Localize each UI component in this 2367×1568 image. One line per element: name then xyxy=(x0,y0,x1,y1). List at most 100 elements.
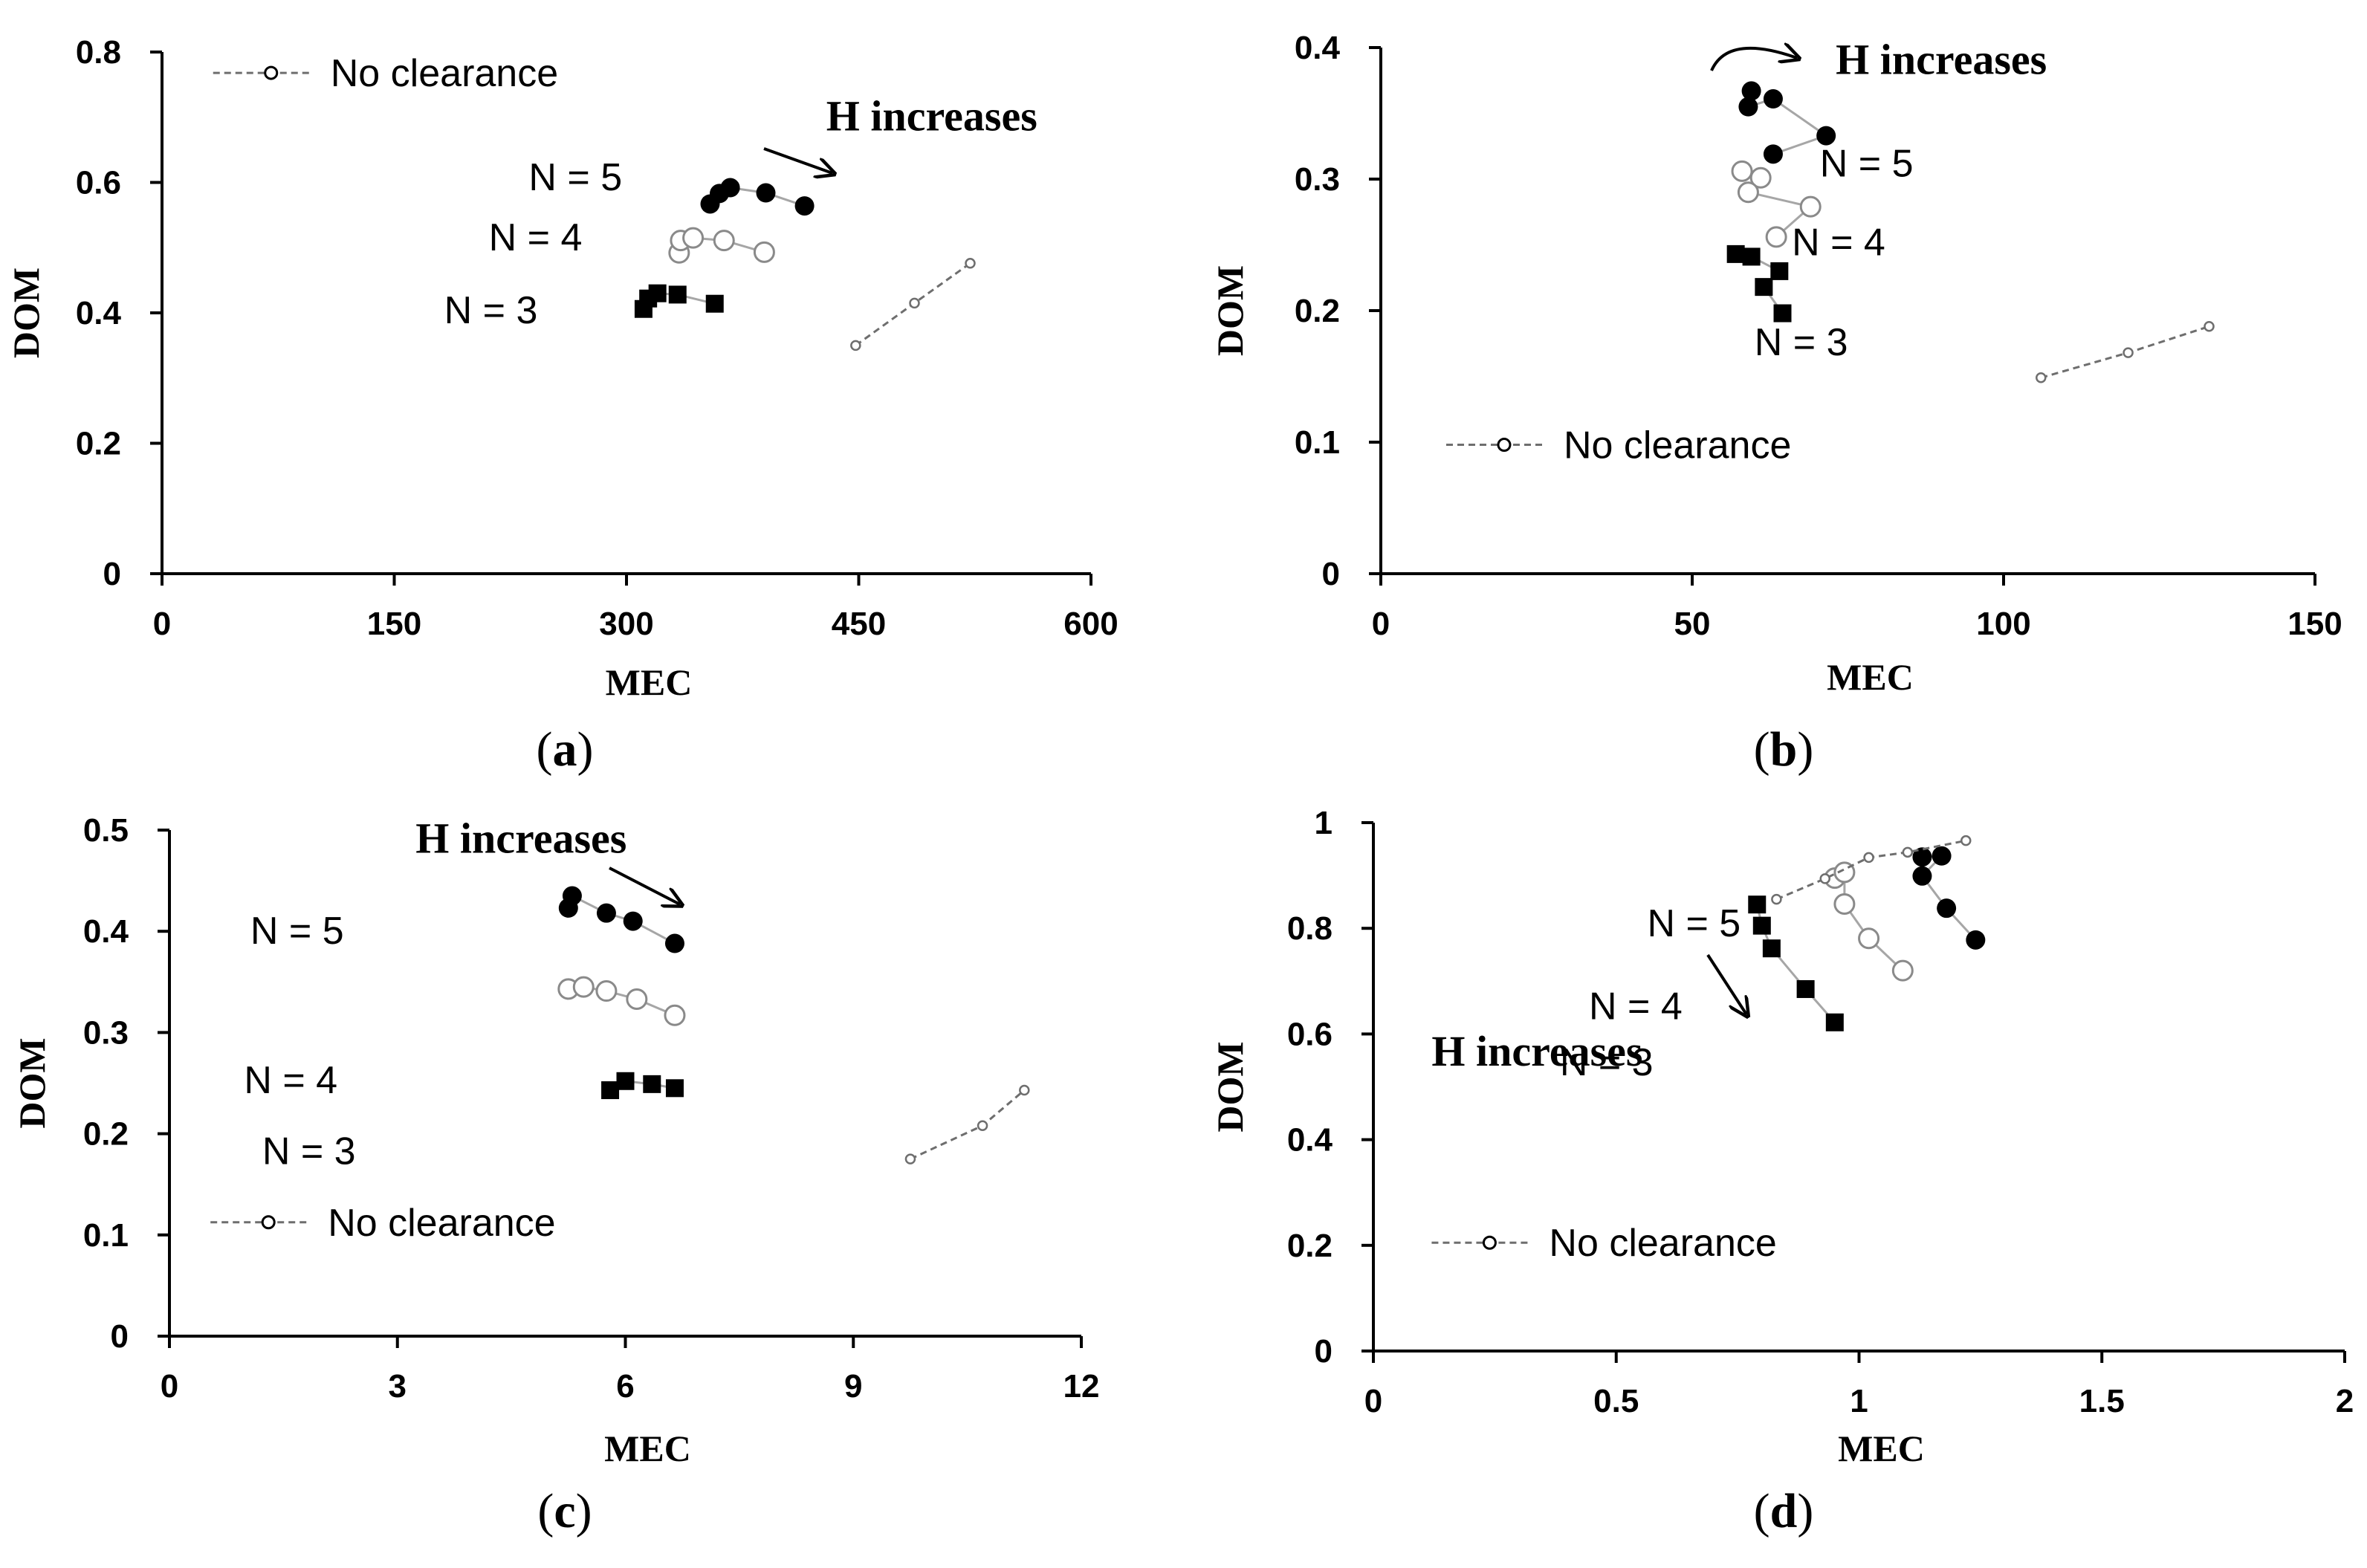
panel-label-open-paren: ( xyxy=(1754,722,1770,777)
data-point xyxy=(595,980,618,1002)
data-point xyxy=(1937,898,1957,919)
series-n-4 xyxy=(1731,160,1822,248)
series-connector-line xyxy=(567,894,676,945)
x-tick-label: 2 xyxy=(2336,1383,2354,1419)
data-point xyxy=(1741,81,1761,101)
annotation-arrow xyxy=(1706,953,1746,1014)
x-tick-label: 0 xyxy=(161,1368,178,1405)
x-tick-label: 600 xyxy=(1063,606,1118,642)
series-n-3 xyxy=(1726,244,1792,323)
x-tick-label: 9 xyxy=(844,1368,862,1405)
panel-label-letter: c xyxy=(554,1484,575,1538)
group-label: N = 3 xyxy=(444,289,538,332)
data-point xyxy=(643,1075,661,1093)
x-tick-label: 150 xyxy=(2287,606,2342,642)
chart-panel-d: 0 0.5 1 1.5 2 0 0.2 0.4 0.6 0.8 1 MEC DOM (d) N = 5 N =… xyxy=(1209,805,2354,1538)
data-point xyxy=(664,1004,686,1026)
series-no-clearance xyxy=(904,1084,1030,1164)
data-point xyxy=(1960,835,1972,846)
x-tick-label: 300 xyxy=(599,606,653,642)
x-axis-title: MEC xyxy=(604,1428,691,1469)
y-tick-label: 0.1 xyxy=(1295,424,1340,461)
legend-label: No clearance xyxy=(328,1202,555,1245)
y-axis-title: DOM xyxy=(1209,265,1251,356)
data-point xyxy=(1742,247,1761,266)
y-tick-label: 0.6 xyxy=(76,165,121,201)
panel-label: (a) xyxy=(537,722,594,777)
group-label: N = 5 xyxy=(1647,902,1741,945)
data-point xyxy=(572,976,595,998)
data-point xyxy=(1858,927,1880,950)
y-tick-label: 0 xyxy=(103,556,121,592)
group-label: N = 3 xyxy=(1560,1041,1654,1084)
x-tick-label: 150 xyxy=(367,606,421,642)
data-point xyxy=(1771,893,1782,905)
legend: No clearance xyxy=(1445,424,1791,467)
data-point xyxy=(682,227,705,249)
x-tick-label: 1.5 xyxy=(2079,1383,2125,1419)
data-point xyxy=(1891,959,1914,982)
group-label: N = 5 xyxy=(1820,142,1914,185)
annotation-h-increases: H increases xyxy=(415,814,626,863)
panel-label-close-paren: ) xyxy=(577,722,594,777)
data-point xyxy=(904,1153,916,1164)
series-n-5 xyxy=(558,886,684,953)
panel-label-open-paren: ( xyxy=(537,722,553,777)
y-axis-title: DOM xyxy=(5,268,47,358)
x-axis-title: MEC xyxy=(606,661,693,703)
data-point xyxy=(1773,304,1792,323)
series-connector-line xyxy=(1920,855,1977,941)
data-point xyxy=(756,183,776,203)
data-point xyxy=(1825,1013,1844,1031)
y-tick-label: 0.5 xyxy=(83,812,129,849)
legend-marker xyxy=(264,65,279,80)
x-tick-label: 450 xyxy=(832,606,886,642)
series-connector-line xyxy=(910,1089,1026,1161)
y-tick-label: 0.4 xyxy=(1287,1122,1333,1159)
group-label: N = 4 xyxy=(1589,985,1683,1028)
data-point xyxy=(705,294,724,313)
data-point xyxy=(1749,166,1772,189)
y-tick-label: 0 xyxy=(111,1318,129,1355)
panel-label: (b) xyxy=(1754,722,1814,777)
x-tick-label: 0.5 xyxy=(1593,1383,1639,1419)
annotation-h-increases: H increases xyxy=(1431,1027,1642,1075)
data-point xyxy=(2122,347,2134,358)
series-connector-line xyxy=(1834,870,1904,972)
x-tick-label: 0 xyxy=(1364,1383,1382,1419)
group-label: N = 4 xyxy=(489,216,583,259)
data-point xyxy=(753,241,775,263)
y-tick-label: 0.2 xyxy=(83,1116,129,1153)
annotation-arrow xyxy=(1710,48,1797,71)
x-axis-title: MEC xyxy=(1827,656,1914,698)
annotation-h-increases: H increases xyxy=(1836,35,2047,83)
data-point xyxy=(1737,181,1759,204)
y-tick-label: 0.2 xyxy=(76,426,121,462)
panel-label-open-paren: ( xyxy=(1754,1484,1770,1538)
data-point xyxy=(623,911,643,931)
data-point xyxy=(720,178,740,198)
panel-label-close-paren: ) xyxy=(1797,722,1813,777)
data-point xyxy=(713,230,735,252)
x-tick-label: 1 xyxy=(1850,1383,1868,1419)
data-point xyxy=(977,1120,988,1131)
annotation-arrow xyxy=(609,866,680,904)
data-point xyxy=(1796,979,1815,998)
series-connector-line xyxy=(1746,91,1829,155)
y-tick-label: 1 xyxy=(1315,805,1333,841)
x-tick-label: 0 xyxy=(153,606,171,642)
panel-label-close-paren: ) xyxy=(1797,1484,1813,1538)
series-n-3 xyxy=(1748,895,1844,1031)
x-tick-label: 100 xyxy=(1976,606,2030,642)
data-point xyxy=(626,988,648,1010)
y-tick-label: 0 xyxy=(1315,1333,1333,1370)
panel-label-letter: d xyxy=(1770,1484,1798,1538)
series-n-3 xyxy=(601,1072,684,1100)
data-point xyxy=(1966,930,1986,950)
data-point xyxy=(1833,892,1856,915)
data-point xyxy=(1019,1084,1030,1096)
data-point xyxy=(1770,262,1789,280)
chart-panel-b: 0 50 100 150 0 0.1 0.2 0.3 0.4 MEC DOM (b) N = 5 N = … xyxy=(1209,30,2342,777)
data-point xyxy=(648,284,667,302)
data-point xyxy=(1902,846,1914,858)
